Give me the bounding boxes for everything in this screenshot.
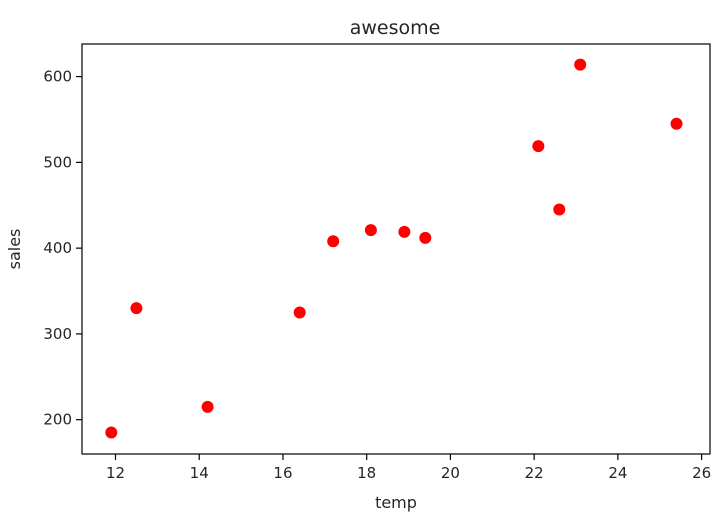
data-point	[364, 224, 377, 237]
x-axis: 12 14 16 18 20 22 24 26	[106, 454, 711, 482]
x-tick-label: 24	[608, 464, 627, 482]
data-point	[574, 58, 587, 71]
data-point	[670, 117, 683, 130]
data-point	[419, 231, 432, 244]
y-tick-label: 500	[43, 153, 72, 171]
chart-title: awesome	[350, 17, 441, 39]
data-points	[105, 58, 683, 439]
y-tick-label: 400	[43, 239, 72, 257]
x-axis-label: temp	[375, 493, 417, 512]
plot-area	[81, 43, 711, 455]
data-point	[553, 203, 566, 216]
data-point	[327, 235, 340, 248]
y-tick-label: 600	[43, 68, 72, 86]
x-tick-label: 18	[357, 464, 376, 482]
x-tick-label: 20	[441, 464, 460, 482]
data-point	[201, 400, 214, 413]
data-point	[532, 140, 545, 153]
y-tick-label: 300	[43, 325, 72, 343]
data-point	[130, 302, 143, 315]
data-point	[398, 225, 411, 238]
y-tick-label: 200	[43, 411, 72, 429]
y-axis: 200 300 400 500 600	[43, 68, 82, 429]
x-tick-label: 16	[273, 464, 292, 482]
x-tick-label: 12	[106, 464, 125, 482]
x-tick-label: 14	[190, 464, 209, 482]
y-axis-label: sales	[5, 229, 24, 270]
x-tick-label: 26	[692, 464, 711, 482]
x-tick-label: 22	[525, 464, 544, 482]
data-point	[105, 426, 118, 439]
data-point	[293, 306, 306, 319]
